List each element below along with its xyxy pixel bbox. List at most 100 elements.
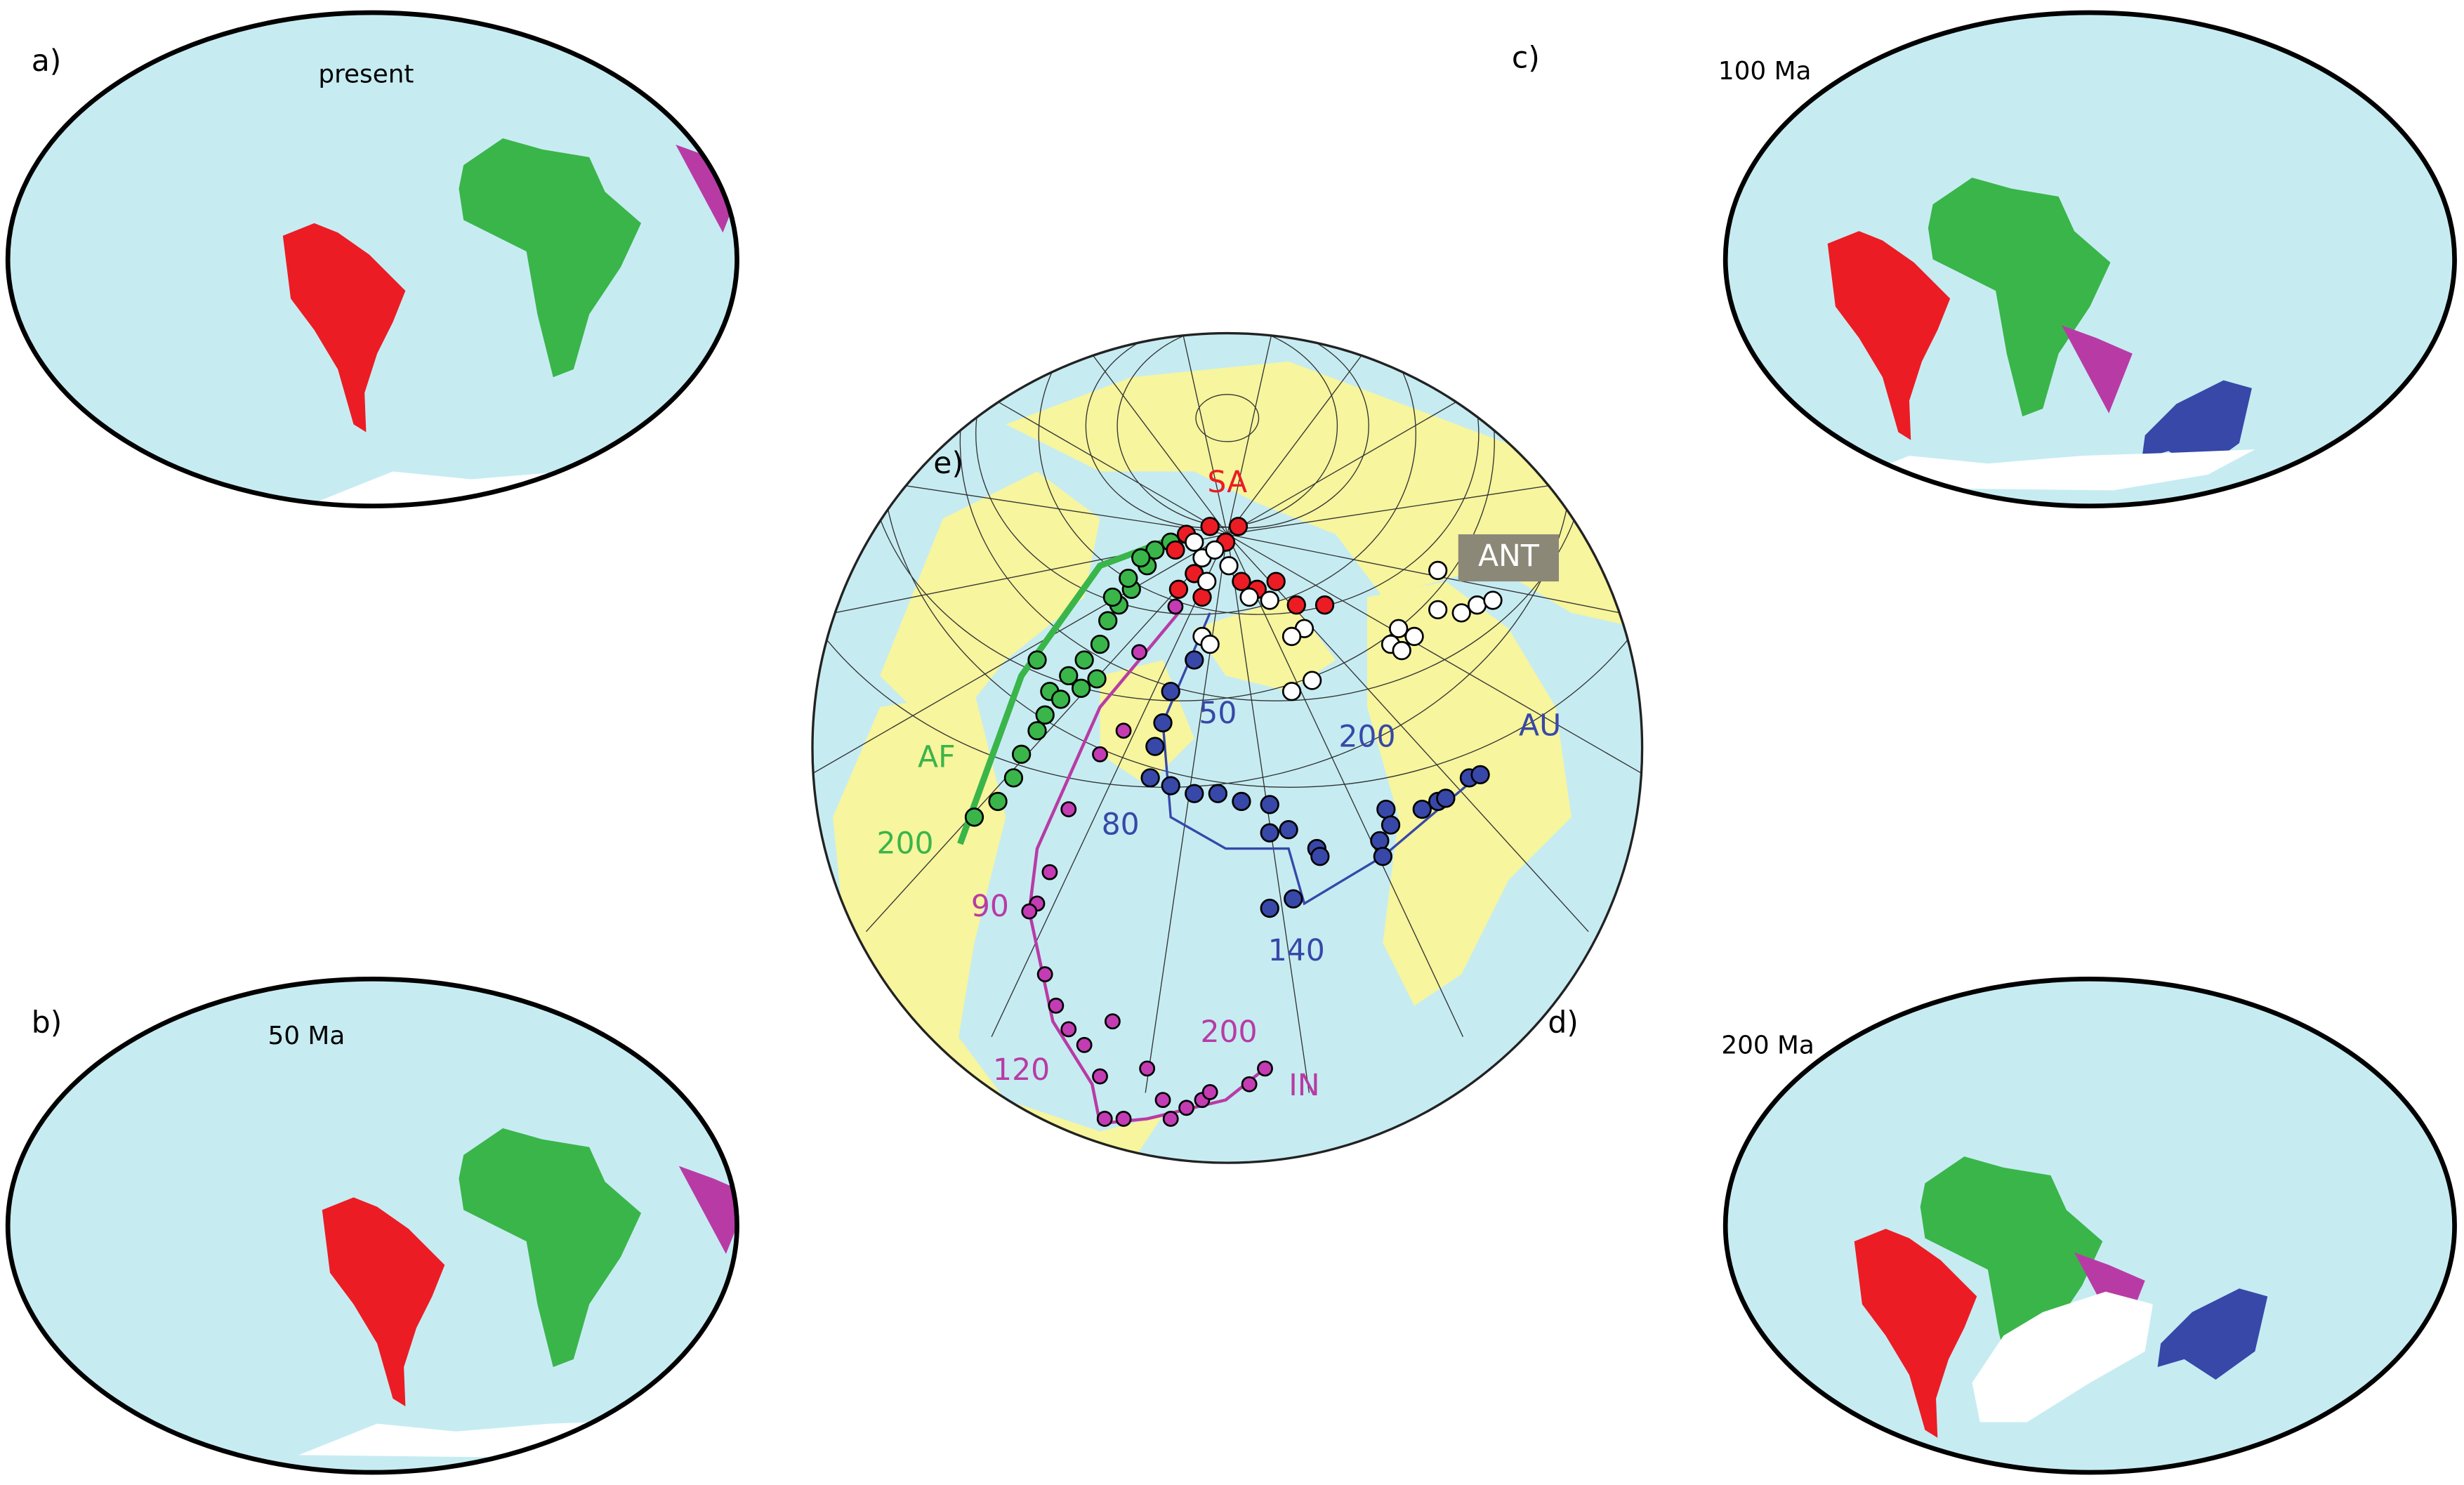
map-title: present xyxy=(318,60,414,89)
graticule xyxy=(812,534,1228,791)
pole-dot xyxy=(1260,823,1279,843)
pole-dot xyxy=(1145,737,1165,756)
continent xyxy=(2062,325,2133,414)
pole-dot xyxy=(1011,744,1032,764)
pole-dot xyxy=(1048,997,1065,1014)
graticule xyxy=(1038,333,1480,615)
pole-dot xyxy=(1483,590,1503,610)
pole-dot xyxy=(1239,587,1259,607)
pole-dot xyxy=(1092,1068,1108,1085)
pole-dot xyxy=(1370,831,1390,851)
continent xyxy=(727,1272,737,1364)
pole-dot xyxy=(1185,532,1204,552)
pole-dot xyxy=(1241,1076,1258,1093)
map-ocean xyxy=(1725,979,2455,1472)
map-title: 100 Ma xyxy=(1718,57,1812,86)
pole-dot xyxy=(1036,966,1053,983)
pole-dot xyxy=(1098,611,1118,631)
pole-dot xyxy=(1257,1060,1273,1077)
continent xyxy=(322,1197,445,1407)
plate-label: SA xyxy=(1207,466,1247,500)
pole-dot xyxy=(1003,768,1024,788)
pole-dot xyxy=(1376,799,1396,819)
pole-dot xyxy=(1373,847,1392,866)
map-land xyxy=(1854,1156,2268,1438)
pole-dot xyxy=(1131,548,1151,568)
pole-dot xyxy=(1310,847,1330,866)
continent xyxy=(2142,380,2252,472)
continent xyxy=(459,138,642,378)
continent xyxy=(1827,231,1951,440)
map-outline xyxy=(5,10,739,509)
pole-dot xyxy=(1167,598,1184,615)
panel-label: a) xyxy=(32,44,62,79)
pole-dot xyxy=(1260,590,1279,610)
pole-dot xyxy=(1131,644,1147,661)
map-title: 50 Ma xyxy=(268,1022,345,1050)
pole-dot xyxy=(1232,572,1251,591)
age-label: 200 xyxy=(1200,1015,1257,1050)
pole-dot xyxy=(1219,556,1239,576)
pole-dot xyxy=(1428,600,1448,620)
plate-label: ANT xyxy=(1478,539,1540,574)
map-title: 200 Ma xyxy=(1721,1031,1814,1060)
graticule xyxy=(1227,534,1642,791)
track xyxy=(957,539,1164,845)
pole-dot xyxy=(1392,640,1411,661)
age-label: 200 xyxy=(1338,720,1395,754)
label-box xyxy=(1458,534,1559,582)
pole-dot xyxy=(1090,634,1110,654)
pole-dot xyxy=(1087,669,1107,689)
pole-dot xyxy=(1059,666,1079,686)
pole-dot xyxy=(1139,1060,1156,1077)
pole-dot xyxy=(1035,705,1055,725)
pole-dot xyxy=(1470,765,1490,785)
pole-dot xyxy=(1192,587,1212,607)
pole-dot xyxy=(1166,540,1185,560)
pole-dot xyxy=(1027,721,1047,741)
track xyxy=(1161,612,1486,906)
pole-dot xyxy=(1185,784,1204,803)
age-label: 140 xyxy=(1268,934,1325,968)
pole-dot xyxy=(1200,517,1220,536)
pole-dot xyxy=(1050,689,1071,709)
panel-label: d) xyxy=(1548,1006,1579,1041)
panel-label: e) xyxy=(933,447,963,481)
landmass xyxy=(880,471,1100,739)
pole-dot xyxy=(1467,595,1487,615)
continent xyxy=(1831,449,2255,491)
graticule xyxy=(1227,333,1464,535)
pole-dot xyxy=(1302,671,1322,690)
pole-dot xyxy=(1178,1100,1195,1116)
pole-dot xyxy=(1105,1013,1121,1030)
map-outline xyxy=(1722,10,2457,509)
pole-dot xyxy=(1381,815,1401,835)
pole-dot xyxy=(1096,1111,1113,1127)
graticule xyxy=(991,534,1228,1037)
pole-dot xyxy=(1286,595,1306,615)
pole-dot xyxy=(1389,619,1409,638)
age-label: 120 xyxy=(993,1053,1050,1088)
continent xyxy=(282,223,406,433)
age-label: 90 xyxy=(971,890,1009,924)
pole-dot xyxy=(1200,634,1220,654)
pole-dot xyxy=(1119,568,1138,588)
continent xyxy=(2157,1288,2268,1380)
pole-dot xyxy=(1115,1111,1132,1127)
pole-dot xyxy=(1162,1111,1179,1127)
age-label: 80 xyxy=(1102,808,1140,843)
pole-dot xyxy=(1027,650,1047,670)
graticule xyxy=(1227,333,1310,535)
pole-dot xyxy=(1145,540,1165,560)
pole-dot xyxy=(1197,572,1217,591)
pole-dot xyxy=(1060,1021,1077,1038)
pole-dot xyxy=(1208,784,1228,803)
pole-dot xyxy=(1161,776,1180,796)
map-outline xyxy=(1722,976,2457,1475)
pole-dot xyxy=(1228,517,1249,536)
graticule xyxy=(1145,534,1228,1093)
pole-dot xyxy=(1115,722,1132,739)
continent xyxy=(1928,177,2111,417)
